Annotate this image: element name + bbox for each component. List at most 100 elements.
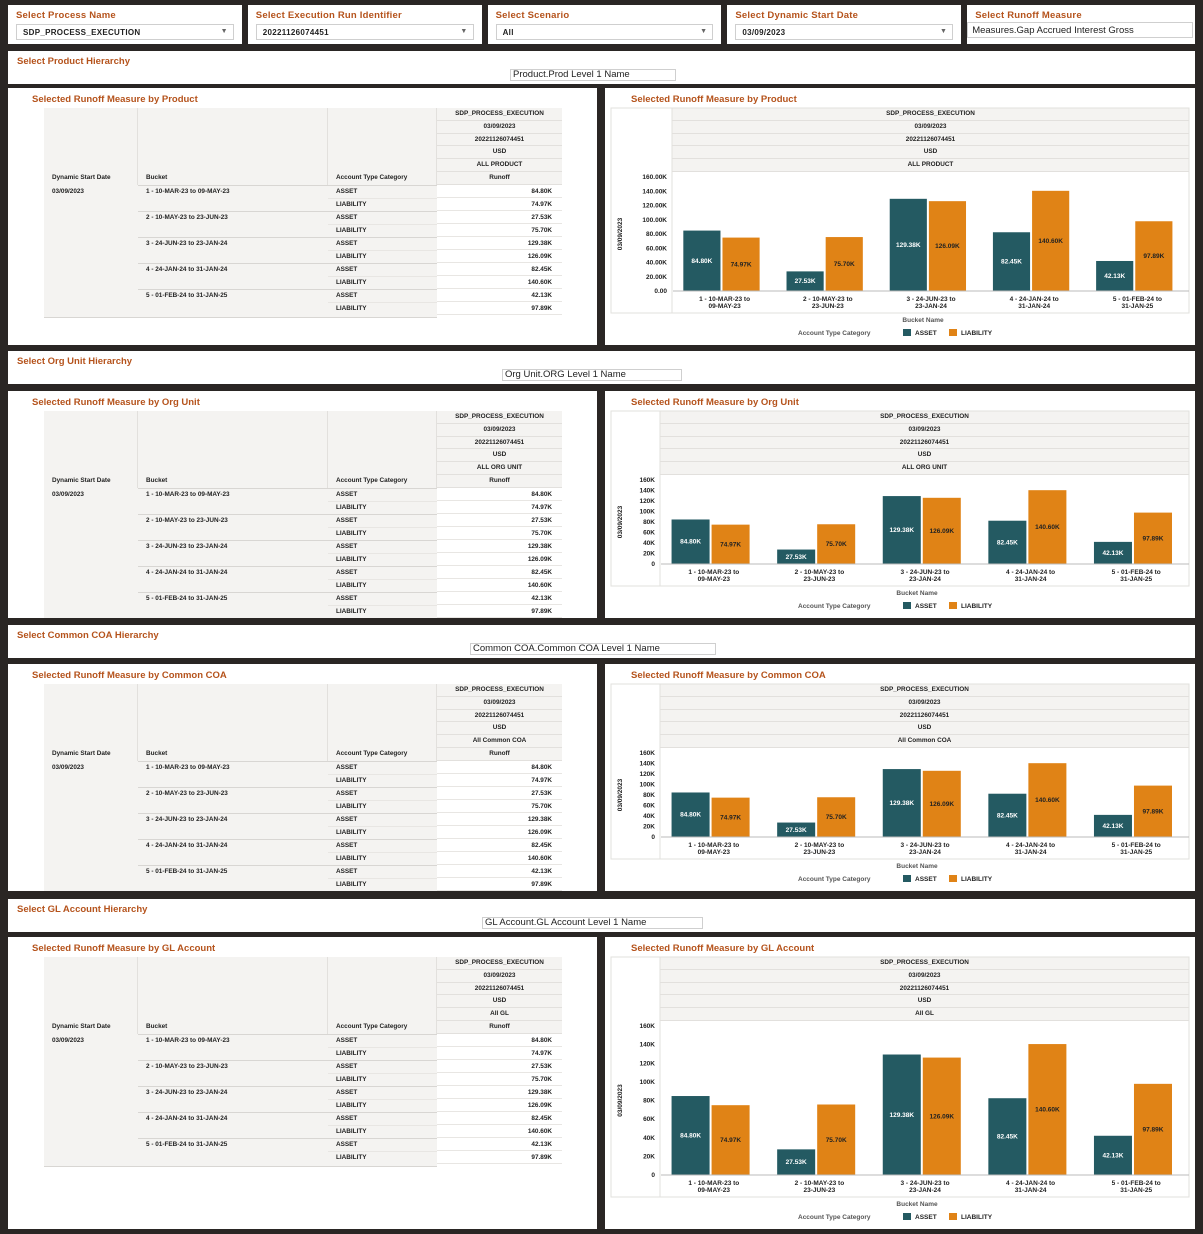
- chart-header-cell: All Common COA: [660, 735, 1189, 748]
- bar-asset[interactable]: [1093, 814, 1132, 837]
- bar-liability[interactable]: [817, 797, 856, 837]
- bar-liability[interactable]: [1028, 763, 1067, 837]
- bar-asset[interactable]: [1096, 260, 1134, 291]
- bar-liability[interactable]: [817, 1104, 856, 1175]
- bar-asset[interactable]: [988, 520, 1027, 564]
- legend-entry[interactable]: ASSET: [915, 330, 937, 337]
- hierarchy-input[interactable]: GL Account.GL Account Level 1 Name: [482, 917, 703, 929]
- chart-header-cell: 03/09/2023: [660, 696, 1189, 710]
- data-label: 75.70K: [826, 814, 847, 821]
- bar-asset[interactable]: [1093, 1135, 1132, 1175]
- bar-asset[interactable]: [882, 1054, 921, 1175]
- bar-liability[interactable]: [817, 524, 856, 564]
- runoff-value-cell: 42.13K: [437, 864, 562, 878]
- y-tick-label: 20.00K: [646, 274, 667, 281]
- runoff-table-panel: Selected Runoff Measure by Common COA SDP…: [8, 664, 597, 891]
- bar-asset[interactable]: [777, 549, 816, 564]
- hierarchy-label: Select Org Unit Hierarchy: [17, 356, 133, 367]
- bar-asset[interactable]: [1093, 541, 1132, 564]
- bar-liability[interactable]: [928, 201, 967, 291]
- legend-entry[interactable]: LIABILITY: [961, 1214, 993, 1221]
- bar-asset[interactable]: [988, 1098, 1027, 1175]
- legend-entry[interactable]: ASSET: [915, 876, 937, 883]
- y-tick-label: 60K: [643, 1116, 655, 1123]
- y-tick-label: 0.00: [654, 288, 667, 295]
- hierarchy-input[interactable]: Org Unit.ORG Level 1 Name: [502, 369, 682, 381]
- bar-asset[interactable]: [777, 1149, 816, 1175]
- runoff-measure-input[interactable]: Measures.Gap Accrued Interest Gross: [967, 22, 1193, 38]
- hierarchy-selector: Select GL Account Hierarchy GL Account.GL…: [8, 899, 1195, 932]
- bar-liability[interactable]: [711, 524, 750, 564]
- table-row: 2 - 10-MAY-23 to 23-JUN-23 ASSET 27.53K: [44, 513, 562, 527]
- y-tick-label: 60K: [643, 803, 655, 810]
- bar-asset[interactable]: [992, 232, 1031, 291]
- bar-asset[interactable]: [671, 792, 710, 837]
- bar-liability[interactable]: [711, 1105, 750, 1175]
- table-row: 3 - 24-JUN-23 to 23-JAN-24 ASSET 129.38K: [44, 1085, 562, 1099]
- data-label: 27.53K: [786, 1159, 807, 1166]
- bar-asset[interactable]: [988, 793, 1027, 837]
- bar-asset[interactable]: [786, 271, 824, 291]
- table-row: LIABILITY 126.09K: [44, 825, 562, 839]
- run-identifier-select[interactable]: 20221126074451 ▼: [255, 24, 474, 40]
- y-tick-label: 160K: [639, 477, 655, 484]
- legend-title: Account Type Category: [798, 876, 871, 883]
- legend-entry[interactable]: ASSET: [915, 1214, 937, 1221]
- data-label: 97.89K: [1142, 1126, 1163, 1133]
- legend-entry[interactable]: ASSET: [915, 603, 937, 610]
- legend-entry[interactable]: LIABILITY: [961, 876, 993, 883]
- table-row: 3 - 24-JUN-23 to 23-JAN-24 ASSET 129.38K: [44, 236, 562, 250]
- legend-entry[interactable]: LIABILITY: [961, 603, 993, 610]
- x-tick-label: 3 - 24-JUN-23 to: [906, 296, 955, 303]
- bar-asset[interactable]: [671, 1096, 710, 1175]
- bar-liability[interactable]: [1133, 785, 1172, 837]
- table-row: LIABILITY 126.09K: [44, 1098, 562, 1112]
- chart-header-cell: SDP_PROCESS_EXECUTION: [660, 957, 1189, 970]
- account-type-cell: ASSET: [336, 1036, 358, 1044]
- legend-entry[interactable]: LIABILITY: [961, 330, 993, 337]
- bar-asset[interactable]: [777, 822, 816, 837]
- hierarchy-input[interactable]: Product.Prod Level 1 Name: [510, 69, 676, 81]
- bar-asset[interactable]: [683, 230, 721, 291]
- y-tick-label: 40K: [643, 540, 655, 547]
- process-name-select[interactable]: SDP_PROCESS_EXECUTION ▼: [16, 24, 234, 40]
- data-label: 129.38K: [889, 527, 914, 534]
- bar-liability[interactable]: [722, 237, 760, 291]
- data-label: 75.70K: [826, 541, 847, 548]
- legend-swatch: [949, 1213, 957, 1220]
- bar-asset[interactable]: [882, 769, 921, 837]
- account-type-cell: LIABILITY: [336, 828, 367, 836]
- select-value: 03/09/2023: [742, 28, 786, 37]
- account-type-cell: LIABILITY: [336, 529, 367, 537]
- bar-liability[interactable]: [922, 497, 961, 564]
- data-label: 74.97K: [731, 261, 752, 268]
- bar-liability[interactable]: [922, 1057, 961, 1175]
- bar-liability[interactable]: [1028, 1044, 1067, 1175]
- runoff-value-cell: 97.89K: [437, 301, 562, 315]
- bar-asset[interactable]: [671, 519, 710, 564]
- bar-liability[interactable]: [1133, 1083, 1172, 1175]
- bar-liability[interactable]: [922, 770, 961, 837]
- bar-liability[interactable]: [1028, 490, 1067, 564]
- scenario-select[interactable]: All ▼: [495, 24, 714, 40]
- account-type-cell: LIABILITY: [336, 226, 367, 234]
- bar-liability[interactable]: [825, 237, 863, 291]
- data-label: 75.70K: [826, 1137, 847, 1144]
- table-row: 4 - 24-JAN-24 to 31-JAN-24 ASSET 82.45K: [44, 262, 562, 276]
- bar-asset[interactable]: [889, 198, 927, 291]
- dynamic-start-date-header: Dynamic Start Date: [52, 749, 111, 757]
- start-date-select[interactable]: 03/09/2023 ▼: [735, 24, 954, 40]
- chart-header-cell: 03/09/2023: [672, 120, 1189, 134]
- x-tick-label: 5 - 01-FEB-24 to: [1112, 1180, 1161, 1187]
- bar-asset[interactable]: [882, 496, 921, 564]
- bar-liability[interactable]: [1032, 190, 1070, 291]
- table-row: LIABILITY 126.09K: [44, 249, 562, 263]
- chart-header-cell: USD: [660, 995, 1189, 1009]
- runoff-value-cell: 75.70K: [437, 799, 562, 813]
- bar-liability[interactable]: [1135, 221, 1173, 291]
- hierarchy-input[interactable]: Common COA.Common COA Level 1 Name: [470, 643, 716, 655]
- runoff-value-cell: 27.53K: [437, 1059, 562, 1073]
- runoff-value-cell: 42.13K: [437, 288, 562, 302]
- bar-liability[interactable]: [711, 797, 750, 837]
- bar-liability[interactable]: [1133, 512, 1172, 564]
